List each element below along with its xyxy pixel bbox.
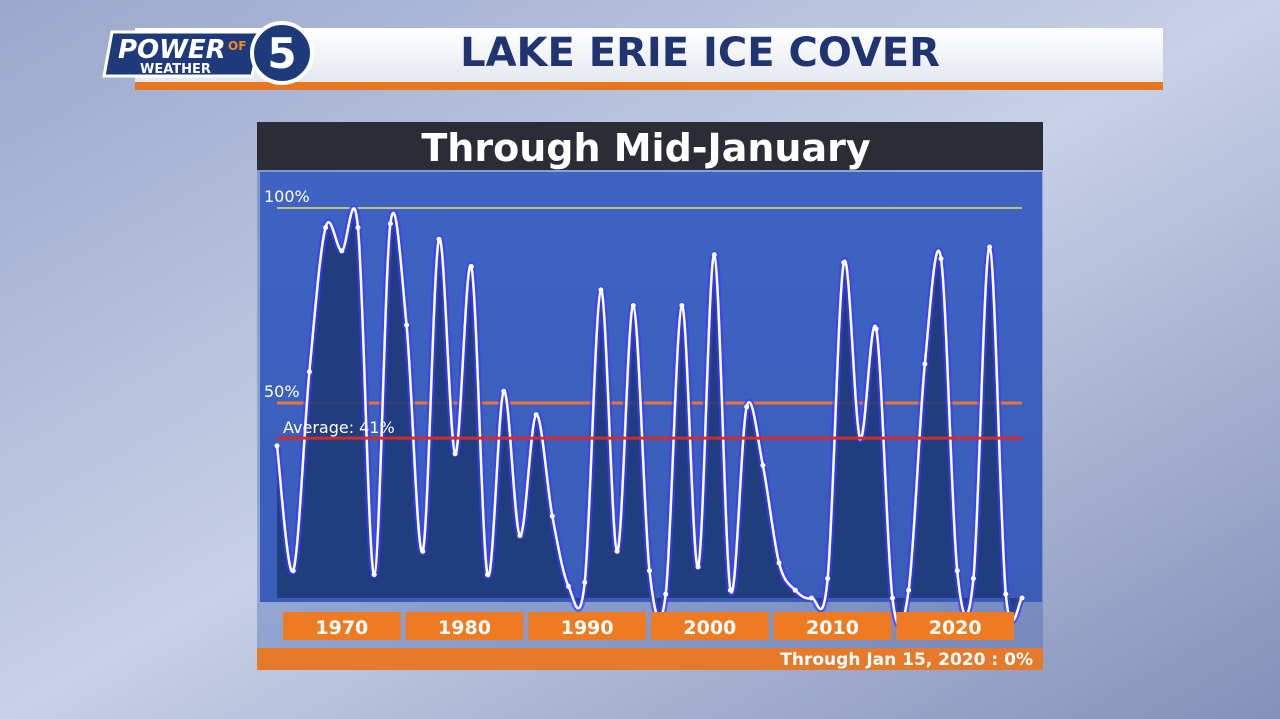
point	[954, 568, 960, 574]
point	[744, 404, 750, 410]
point	[760, 462, 766, 468]
point	[889, 595, 895, 601]
x-tick-label: 1980	[438, 617, 491, 639]
point	[647, 568, 652, 574]
x-tick-label: 1970	[315, 617, 368, 639]
x-tick-label: 2010	[806, 617, 859, 639]
point	[970, 576, 976, 581]
header-stripe	[135, 82, 1163, 90]
point	[387, 221, 393, 227]
logo-text: OF	[228, 39, 246, 53]
point	[339, 248, 345, 254]
y-tick-label: 50%	[264, 382, 300, 401]
point	[452, 451, 458, 457]
point	[776, 560, 782, 566]
x-tick-label: 2020	[929, 617, 982, 639]
point	[711, 252, 717, 258]
point	[808, 595, 814, 601]
point	[938, 256, 944, 262]
point	[598, 287, 604, 293]
point	[517, 533, 523, 539]
point	[371, 572, 377, 578]
point	[306, 369, 312, 375]
point	[695, 564, 701, 570]
logo-text: WEATHER	[140, 62, 211, 77]
point	[1019, 595, 1025, 601]
point	[468, 264, 474, 269]
point	[549, 513, 555, 519]
point	[922, 361, 928, 367]
point	[566, 583, 572, 589]
plot: 100% 50% Average: 41% 1970 1980 1990 2000 2010 2…	[264, 187, 1026, 640]
logo: POWER OF 5 WEATHER	[102, 21, 314, 85]
point	[614, 548, 620, 554]
point	[663, 591, 669, 597]
point	[355, 225, 361, 230]
decade-box	[896, 612, 1014, 640]
point	[533, 412, 539, 418]
point	[873, 326, 879, 332]
point	[630, 303, 636, 308]
point	[679, 303, 685, 308]
point	[485, 572, 491, 578]
point	[274, 443, 280, 449]
point	[987, 244, 993, 250]
point	[792, 587, 798, 593]
decade-box	[773, 612, 892, 640]
x-tick-label: 2000	[683, 617, 736, 639]
chart-title: LAKE ERIE ICE COVER	[460, 30, 940, 76]
decade-box	[528, 612, 646, 640]
point	[841, 260, 847, 266]
point	[420, 548, 426, 554]
subtitle: Through Mid-January	[421, 126, 870, 170]
decade-box	[405, 612, 524, 640]
area	[277, 208, 1022, 626]
point	[501, 388, 507, 394]
decade-box	[651, 612, 769, 640]
point	[323, 225, 329, 230]
logo-text: POWER	[118, 35, 226, 65]
point	[727, 587, 733, 593]
y-tick-label: 100%	[264, 187, 310, 206]
subtitle-band	[257, 122, 1043, 170]
logo-number: 5	[267, 29, 296, 78]
point	[290, 568, 296, 574]
x-tick-label: 1990	[561, 617, 614, 639]
point	[404, 322, 410, 328]
point	[582, 579, 588, 585]
point	[906, 587, 912, 593]
footnote: Through Jan 15, 2020 : 0%	[780, 650, 1033, 670]
average-label: Average: 41%	[283, 418, 395, 437]
point	[436, 236, 442, 242]
point	[825, 576, 831, 581]
footnote-band	[257, 648, 1043, 670]
decade-box	[283, 612, 401, 640]
point	[1003, 591, 1009, 597]
